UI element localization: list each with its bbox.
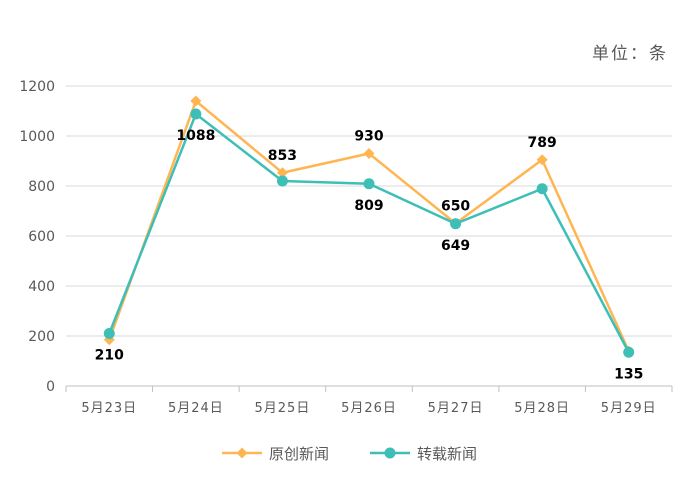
legend-label: 原创新闻 <box>269 445 329 463</box>
data-point-original <box>190 95 202 107</box>
data-label: 853 <box>268 148 297 164</box>
y-tick-label: 1200 <box>19 79 55 95</box>
data-point-original <box>536 154 548 166</box>
data-point-reposted <box>623 346 635 358</box>
data-point-reposted <box>190 108 202 120</box>
legend-marker <box>236 447 248 459</box>
y-axis: 0 200 400 600 800 1000 1200 <box>19 79 55 395</box>
data-point-original <box>363 148 375 159</box>
y-tick-label: 400 <box>28 279 55 295</box>
legend-marker <box>384 447 396 459</box>
data-labels: 210 1088 853 930 809 650 649 789 135 <box>95 128 644 382</box>
x-tick-label: 5月27日 <box>428 401 484 416</box>
data-label: 210 <box>95 348 124 364</box>
x-tick-label: 5月24日 <box>168 401 224 416</box>
x-tick-label: 5月29日 <box>601 401 657 416</box>
x-tick-label: 5月25日 <box>255 401 311 416</box>
legend: 原创新闻 转载新闻 <box>222 445 477 463</box>
data-label: 1088 <box>176 128 215 144</box>
data-label: 809 <box>354 198 383 214</box>
data-label: 930 <box>354 129 383 145</box>
data-point-reposted <box>276 175 288 187</box>
x-tick-label: 5月23日 <box>81 401 137 416</box>
data-label: 789 <box>528 135 557 151</box>
data-label: 650 <box>441 199 470 215</box>
data-label: 135 <box>614 366 643 382</box>
data-label: 649 <box>441 238 470 254</box>
y-tick-label: 800 <box>28 179 55 195</box>
data-point-reposted <box>103 328 115 339</box>
y-tick-label: 200 <box>28 329 55 345</box>
data-point-original <box>276 167 288 179</box>
y-tick-label: 600 <box>28 229 55 245</box>
series-group <box>103 95 635 358</box>
unit-label: 单位：条 <box>592 44 668 64</box>
legend-label: 转载新闻 <box>417 445 477 463</box>
x-tick-label: 5月28日 <box>514 401 570 416</box>
y-tick-label: 0 <box>46 379 55 395</box>
y-tick-label: 1000 <box>19 129 55 145</box>
data-point-reposted <box>363 178 375 190</box>
x-axis: 5月23日 5月24日 5月25日 5月26日 5月27日 5月28日 5月29日 <box>65 385 673 416</box>
x-tick-label: 5月26日 <box>341 401 397 416</box>
data-point-reposted <box>450 218 462 230</box>
data-point-reposted <box>536 183 548 195</box>
